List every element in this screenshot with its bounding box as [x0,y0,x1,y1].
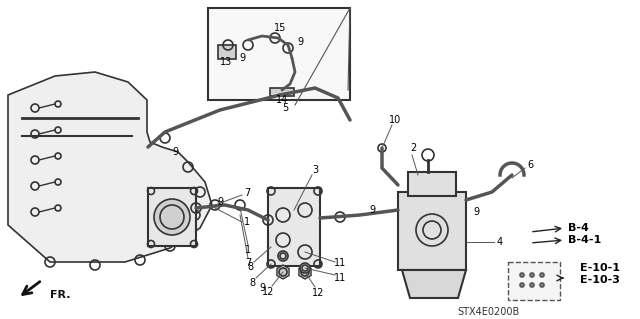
Text: 5: 5 [282,103,288,113]
Bar [218,45,236,59]
Text: 9: 9 [259,283,265,293]
Text: 13: 13 [220,57,232,67]
Text: 8: 8 [249,278,255,288]
Text: 9: 9 [297,37,303,47]
Circle shape [520,283,524,287]
Bar [148,188,196,246]
Circle shape [530,273,534,277]
Polygon shape [277,265,289,279]
Circle shape [154,199,190,235]
Text: 7: 7 [245,258,251,268]
Text: 4: 4 [497,237,503,247]
Text: B-4: B-4 [568,223,589,233]
Text: 7: 7 [244,188,250,198]
Circle shape [540,283,544,287]
Polygon shape [299,265,311,279]
Text: STX4E0200B: STX4E0200B [457,307,519,317]
Bar [398,192,466,270]
Bar [268,188,320,266]
Text: 9: 9 [217,197,223,207]
Polygon shape [402,270,466,298]
Bar [508,262,560,300]
Text: 3: 3 [312,165,318,175]
Circle shape [530,283,534,287]
Text: 14: 14 [276,95,288,105]
Circle shape [520,273,524,277]
Circle shape [278,251,288,261]
Text: 6: 6 [527,160,533,170]
Text: 11: 11 [334,258,346,268]
Text: B-4-1: B-4-1 [568,235,601,245]
Text: 2: 2 [410,143,416,153]
Text: 1: 1 [244,217,250,227]
Text: 15: 15 [274,23,286,33]
Bar [270,88,294,96]
Text: FR.: FR. [50,290,70,300]
Text: 11: 11 [334,273,346,283]
Text: 1: 1 [245,245,251,255]
Polygon shape [8,72,212,262]
Text: 9: 9 [473,207,479,217]
Circle shape [540,273,544,277]
Text: E-10-3: E-10-3 [580,275,620,285]
Circle shape [300,263,310,273]
Text: 9: 9 [369,205,375,215]
Text: 12: 12 [262,287,274,297]
Text: E-10-1: E-10-1 [580,263,620,273]
Bar [208,8,350,100]
Text: 8: 8 [247,262,253,272]
Bar [408,172,456,196]
Text: 12: 12 [312,288,324,298]
Text: 9: 9 [239,53,245,63]
Text: 9: 9 [172,147,178,157]
Text: 10: 10 [389,115,401,125]
